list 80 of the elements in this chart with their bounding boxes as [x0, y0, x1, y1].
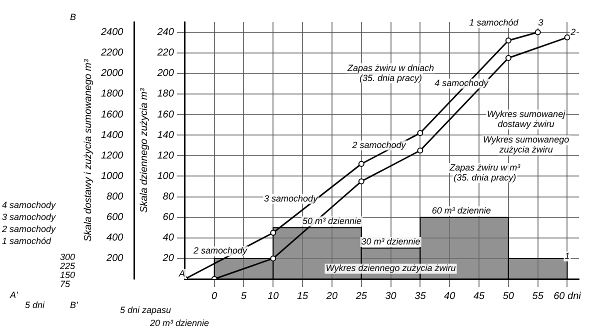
y-tick-label: 240 [156, 27, 174, 38]
y-tick-label: 60 [162, 212, 174, 224]
y2-tick-label: 1200 [100, 150, 124, 162]
y2-tick-label: 1600 [100, 109, 124, 120]
y2-tick-label: 400 [106, 232, 124, 244]
x-tick-label: 35 [414, 290, 426, 302]
y-tick-label: 120 [157, 150, 174, 162]
text: 2 samochody [2, 224, 56, 234]
x-tick-label: 60 dni [554, 290, 582, 302]
annotation: Zapas żwiru w dniach (35. dnia pracy) [346, 62, 434, 83]
x-tick-label: 55 [532, 290, 544, 302]
y-tick-label: 100 [157, 170, 174, 182]
text: A' [10, 290, 18, 300]
y-tick-label: 40 [162, 232, 174, 244]
y2-tick-label: 2000 [100, 68, 124, 80]
annotation: 1 samochód [469, 18, 520, 28]
point [564, 34, 570, 40]
text: 225 [60, 261, 76, 271]
text: 75 [60, 279, 70, 289]
x-tick-label: 0 [212, 290, 218, 302]
annotation: 1 [564, 250, 570, 261]
y2-tick-label: 1000 [100, 170, 124, 182]
y-tick-label: 80 [162, 192, 174, 203]
annotation: 2 samochody [351, 140, 406, 150]
y2-tick-label: 1400 [100, 130, 124, 141]
y2-tick-label: 600 [106, 212, 124, 224]
point [270, 255, 276, 262]
point [358, 160, 364, 167]
annotation: 4 samochody [434, 78, 489, 88]
annotation: 60 m³ dziennie [432, 206, 491, 216]
annotation: Wykres dziennego zużycia żwiru [326, 263, 456, 274]
x-tick-label: 30 [385, 290, 397, 302]
annotation: 2 samochody [192, 246, 248, 256]
y2-axis-title: Skala dostawy i zużycia sumowanego m³ [82, 58, 94, 242]
text: 3 samochody [2, 212, 56, 222]
y2-tick-label: 2400 [100, 27, 124, 38]
y-tick-label: 20 [162, 253, 174, 264]
point [505, 38, 512, 44]
text: 150 [60, 270, 76, 280]
annotation: 3 [538, 18, 544, 28]
x-tick-label: 5 [240, 290, 247, 302]
y2-tick-label: 2200 [100, 48, 124, 59]
point [358, 178, 364, 184]
annotation: Zapas żwiru w m³ (35. dnia pracy) [448, 162, 522, 182]
x-tick-label: 20 [325, 290, 338, 302]
x-tick-label: 40 [444, 290, 456, 302]
text: 4 samochody [2, 200, 56, 210]
x-tick-label: 25 [354, 290, 368, 302]
y-tick-label: 220 [156, 48, 174, 59]
text: B [70, 12, 76, 22]
y-axis-title: Skala dziennego zużycia m³ [139, 88, 150, 213]
y-tick-label: 200 [156, 68, 174, 80]
y-tick-label: 180 [157, 88, 174, 100]
point [534, 29, 541, 36]
point [505, 54, 512, 61]
text: 1 samochód [2, 236, 52, 246]
point [417, 148, 424, 154]
text: 5 dni zapasu [120, 305, 172, 315]
x-tick-label: 50 [502, 290, 514, 302]
y2-tick-label: 1800 [100, 88, 124, 100]
annotation: Wykres sumowanej dostawy żwiru [487, 109, 566, 130]
annotation: A [178, 268, 185, 278]
annotation: Wykres sumowanego zużycia żwiru [483, 134, 570, 155]
y2-tick-label: 200 [106, 253, 124, 264]
text: 20 m³ dziennie [150, 318, 210, 328]
point [417, 130, 424, 136]
x-tick-label: 45 [473, 290, 486, 302]
x-tick-label: 15 [297, 290, 309, 302]
annotation: 50 m³ dziennie [302, 216, 362, 226]
text: 5 dni [25, 300, 45, 310]
annotation: 2 [570, 26, 576, 37]
annotation: 30 m³ dziennie [361, 236, 420, 246]
x-tick-label: 10 [268, 290, 280, 302]
y2-tick-label: 800 [106, 192, 124, 203]
y-tick-label: 140 [157, 130, 174, 141]
point [270, 230, 276, 236]
text: 300 [60, 252, 76, 262]
y-tick-label: 160 [157, 109, 174, 120]
annotation: 3 samochody [264, 193, 318, 204]
text: B' [70, 300, 78, 310]
